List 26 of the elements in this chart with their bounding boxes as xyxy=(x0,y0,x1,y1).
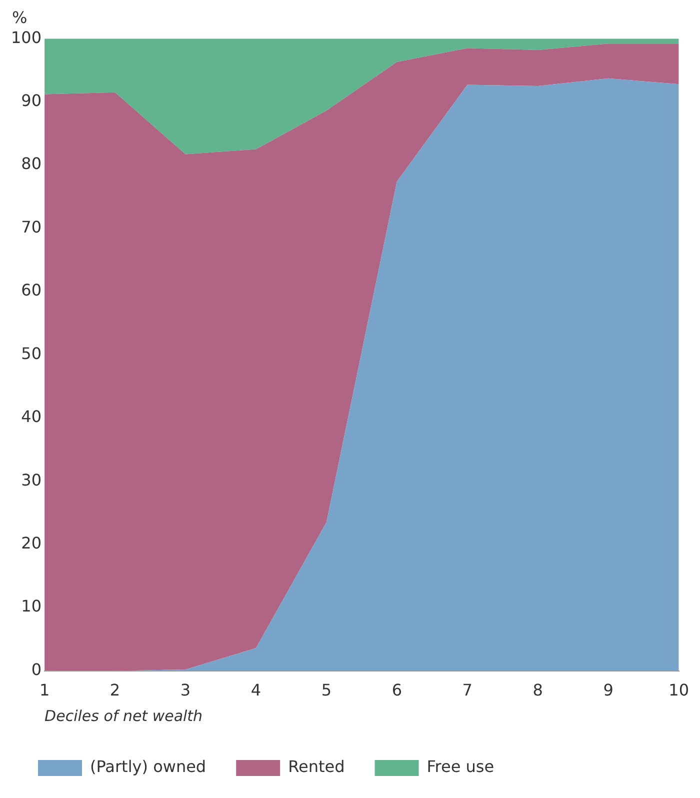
y-axis-title: % xyxy=(12,8,28,27)
x-tick-label: 2 xyxy=(110,680,120,700)
x-tick-label: 3 xyxy=(180,680,191,700)
y-tick-label: 40 xyxy=(21,407,42,426)
x-tick-label: 4 xyxy=(250,680,262,700)
x-tick-label: 7 xyxy=(462,680,472,700)
y-tick-label: 20 xyxy=(21,534,42,553)
y-tick-label: 50 xyxy=(21,344,42,363)
legend-label: Rented xyxy=(288,757,345,776)
x-tick-label: 5 xyxy=(321,680,332,700)
x-tick-label: 6 xyxy=(392,680,402,700)
y-tick-label: 10 xyxy=(21,596,42,616)
x-tick-label: 9 xyxy=(603,680,614,700)
y-tick-label: 80 xyxy=(21,154,42,174)
legend-label: (Partly) owned xyxy=(90,757,206,776)
y-tick-label: 30 xyxy=(21,470,42,490)
y-tick-label: 90 xyxy=(21,90,42,110)
legend-label: Free use xyxy=(426,757,494,776)
y-tick-label: 60 xyxy=(21,280,42,300)
y-tick-label: 0 xyxy=(31,660,42,679)
x-tick-label: 8 xyxy=(532,680,543,700)
y-tick-label: 70 xyxy=(21,217,42,236)
x-axis-title: Deciles of net wealth xyxy=(44,706,203,725)
x-tick-label: 10 xyxy=(668,680,689,700)
x-tick-label: 1 xyxy=(39,680,50,700)
y-tick-label: 100 xyxy=(10,28,42,47)
